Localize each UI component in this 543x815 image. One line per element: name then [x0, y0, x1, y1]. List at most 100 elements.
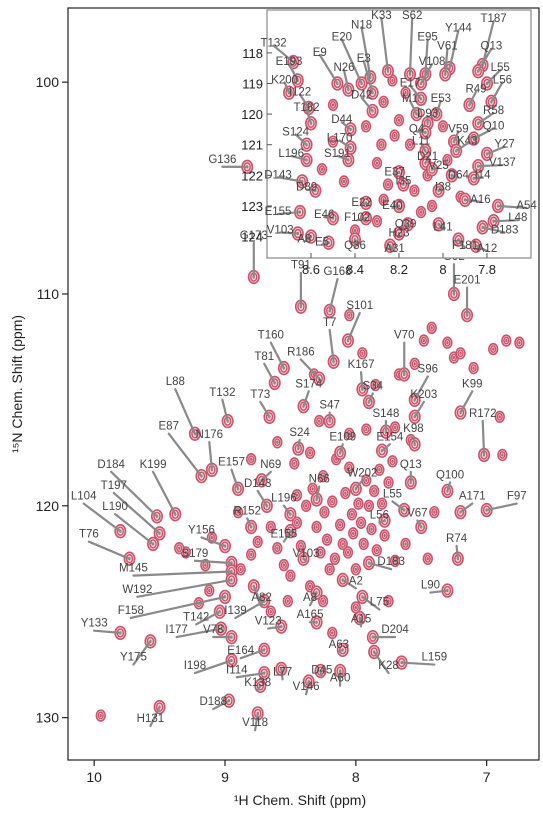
peak-leader-line [230, 468, 240, 490]
peak-label: V103 [293, 548, 320, 560]
peak-label: E164 [227, 645, 254, 657]
peak-leader-line [391, 500, 406, 512]
peak-leader-line [359, 371, 364, 391]
peak-cluster-mark [363, 499, 375, 513]
inset-peak-label: A31 [384, 243, 404, 255]
peak-label: E157 [218, 457, 245, 469]
peak-cluster-mark [371, 544, 382, 557]
peak-label: V118 [242, 717, 268, 729]
peak-leader-line [260, 470, 272, 482]
peak-cluster-mark [272, 436, 283, 449]
peak-label: L56 [370, 510, 389, 522]
peak-leader-line [341, 578, 357, 590]
inset-leader-line [404, 223, 409, 228]
inset-leader-line [448, 29, 460, 70]
peak-cluster-mark [340, 486, 351, 500]
peak-label: F158 [118, 605, 144, 617]
peak-label: K138 [244, 677, 271, 689]
inset-leader-line [474, 244, 489, 252]
peak-label: D143 [244, 478, 272, 490]
inset-peak-label: D44 [331, 114, 353, 126]
inset-leader-line [305, 108, 313, 125]
inset-peak-label: E95 [417, 32, 437, 44]
inset-peak-cluster-mark [409, 184, 420, 197]
inset-peak-label: D143 [264, 169, 292, 181]
inset-peak-cluster-mark [378, 95, 389, 109]
peak-cluster-mark [282, 594, 293, 608]
peak-label: L77 [273, 666, 292, 678]
inset-peak-label: V137 [489, 157, 516, 169]
inset-leader-line [496, 204, 528, 210]
peak-leader-line [308, 591, 318, 607]
peak-label: K28 [378, 660, 398, 672]
inset-peak-label: I38 [435, 182, 451, 194]
inset-peak-label: V61 [437, 41, 457, 53]
peak-label: G136 [208, 154, 236, 166]
peak-cluster-mark [429, 505, 440, 519]
peak-cluster-mark [337, 537, 348, 551]
peak-cluster-mark [291, 489, 303, 502]
peak-label: W202 [347, 467, 377, 479]
y-tick-label: 130 [36, 710, 60, 726]
inset-leader-line [408, 99, 418, 116]
peak-leader-line [413, 375, 429, 401]
inset-peak-label: Y27 [494, 139, 514, 151]
peak-leader-line [455, 544, 459, 560]
inset-peak-cluster-mark [327, 98, 339, 112]
peak-cluster-mark [327, 495, 338, 508]
peak-label: D183 [377, 556, 405, 568]
peak-leader-line [429, 589, 449, 594]
peak-label: V70 [394, 330, 414, 342]
inset-peak-label: Y144 [445, 22, 472, 34]
inset-peak-label: A12 [477, 243, 497, 255]
inset-leader-line [338, 139, 352, 149]
peak-label: K167 [348, 359, 375, 371]
x-tick-label: 10 [86, 769, 102, 785]
inset-peak-label: T187 [480, 13, 506, 25]
peak-label: A82 [251, 592, 271, 604]
peak-leader-line [193, 559, 233, 565]
inset-leader-line [389, 244, 396, 252]
inset-leader-line [276, 210, 302, 216]
inset-peak-cluster-mark [393, 114, 405, 127]
inset-peak-cluster-mark [400, 86, 411, 99]
inset-peak-label: L11 [412, 136, 430, 148]
peak-cluster-mark [468, 361, 479, 375]
peak-leader-line [193, 659, 233, 675]
inset-x-tick-label: 8 [439, 262, 446, 277]
peak-leader-line [319, 669, 323, 679]
inset-leader-line [435, 99, 442, 116]
inset-leader-line [424, 38, 429, 76]
inset-peak-label: E155 [265, 206, 292, 218]
inset-leader-line [477, 111, 495, 125]
peak-leader-line [354, 479, 364, 490]
peak-label: A8 [303, 592, 317, 604]
peak-cluster-mark [265, 605, 276, 618]
inset-leader-line [450, 174, 460, 179]
peak-label: D184 [97, 459, 125, 471]
inset-peak-label: L41 [433, 221, 452, 233]
peak-cluster-mark [317, 594, 329, 608]
inset-peak-cluster-mark [378, 193, 389, 207]
peak-cluster-mark [387, 455, 398, 468]
inset-leader-line [463, 198, 482, 203]
inset-peak-label: A16 [470, 194, 490, 206]
peak-leader-line [400, 661, 436, 666]
inset-leader-line [336, 154, 350, 162]
peak-label: G173 [240, 230, 268, 242]
peak-leader-line [297, 438, 301, 450]
inset-leader-line [481, 20, 495, 67]
inset-leader-line [340, 121, 352, 131]
peak-leader-line [412, 434, 416, 446]
peak-leader-line [459, 390, 474, 414]
peak-label: D45 [311, 664, 332, 676]
peak-label: Q100 [436, 469, 464, 481]
peak-leader-line [302, 390, 310, 408]
peak-cluster-mark [379, 529, 390, 542]
inset-y-tick-label: 119 [242, 76, 263, 91]
peak-cluster-mark [370, 378, 381, 392]
inset-leader-line [481, 226, 506, 234]
peak-label: L196 [271, 493, 297, 505]
inset-leader-line [393, 171, 401, 176]
inset-leader-line [485, 69, 502, 85]
